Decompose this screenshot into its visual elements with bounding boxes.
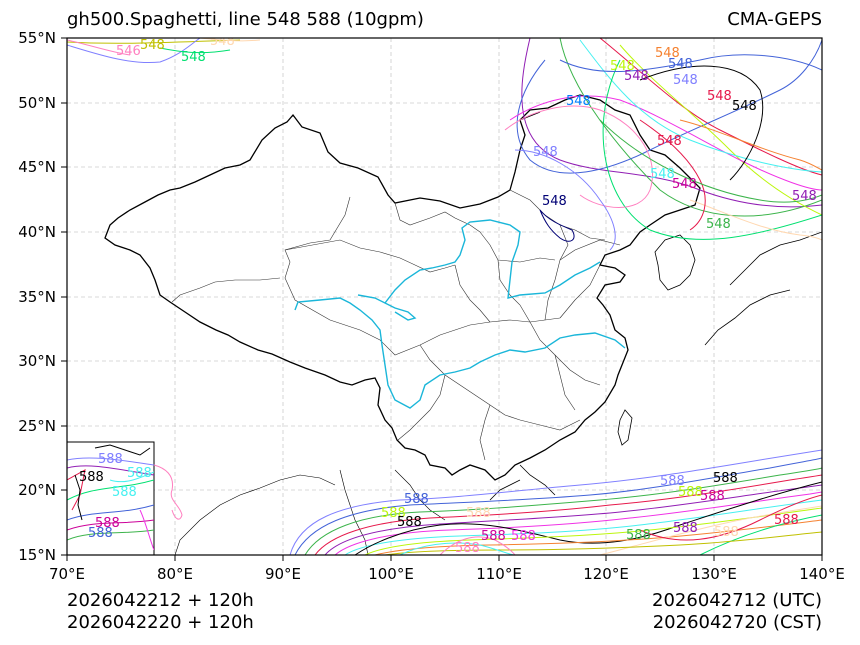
- china-border: [104, 94, 701, 481]
- lon-label: 80°E: [156, 565, 194, 583]
- lat-label: 35°N: [18, 288, 56, 306]
- map-frame: [66, 37, 823, 556]
- contour-label: 588: [511, 529, 536, 544]
- contour-label: 548: [533, 145, 558, 160]
- lat-label: 50°N: [18, 94, 56, 112]
- contour-label: 588: [678, 485, 703, 500]
- neighbor-coastlines: [489, 231, 822, 501]
- contour-label: 588: [98, 452, 123, 467]
- contour-label: 548: [650, 167, 675, 182]
- contour-label: 588: [466, 506, 491, 521]
- contour-label: 588: [481, 529, 506, 544]
- model-name: CMA-GEPS: [727, 9, 822, 30]
- contour-label: 588: [714, 525, 739, 540]
- contour-label: 588: [88, 526, 113, 541]
- graticule: [67, 38, 822, 555]
- contours-548: [67, 38, 822, 251]
- contour-label: 548: [655, 46, 680, 61]
- contour-label: 588: [455, 541, 480, 556]
- contour-label: 548: [140, 38, 165, 53]
- lon-label: 90°E: [264, 565, 302, 583]
- contour-label: 588: [79, 470, 104, 485]
- chart-title: gh500.Spaghetti, line 548 588 (10gpm): [67, 9, 424, 30]
- contour-label: 548: [210, 34, 235, 49]
- rivers: [294, 219, 626, 409]
- contour-label: 588: [381, 506, 406, 521]
- contour-label: 548: [566, 94, 591, 109]
- contour-label: 588: [626, 528, 651, 543]
- lat-label: 45°N: [18, 158, 56, 176]
- contour-label: 548: [181, 50, 206, 65]
- lon-label: 120°E: [583, 565, 629, 583]
- contour-labels: 546 548 548 548 548 548 548 548 548 548 …: [116, 34, 817, 556]
- contour-label: 548: [707, 89, 732, 104]
- contour-label: 548: [610, 59, 635, 74]
- contour-label: 548: [706, 217, 731, 232]
- valid-cst: 2026042720 (CST): [652, 612, 822, 633]
- axis-ticks: [61, 37, 823, 561]
- lat-label: 40°N: [18, 223, 56, 241]
- lat-label: 15°N: [18, 546, 56, 564]
- lat-label: 20°N: [18, 481, 56, 499]
- contour-label: 548: [657, 134, 682, 149]
- lat-label: 55°N: [18, 29, 56, 47]
- contour-label: 588: [673, 521, 698, 536]
- contour-label: 588: [95, 516, 120, 531]
- contour-label: 548: [624, 69, 649, 84]
- contour-label: 548: [542, 194, 567, 209]
- contour-label: 588: [397, 515, 422, 530]
- contour-label: 588: [713, 471, 738, 486]
- contour-label: 548: [673, 73, 698, 88]
- valid-time-block: 2026042712 (UTC) 2026042720 (CST): [652, 590, 822, 634]
- contour-label: 588: [112, 485, 137, 500]
- lon-label: 100°E: [368, 565, 414, 583]
- south-china-sea-inset: 588 588 588 588 588 588: [66, 441, 155, 556]
- contours-588: [289, 449, 822, 555]
- init-utc: 2026042212 + 120h: [67, 590, 254, 611]
- contour-label: 546: [116, 44, 141, 59]
- contour-label: 548: [792, 189, 817, 204]
- contour-label: 588: [700, 489, 725, 504]
- lon-label: 130°E: [691, 565, 737, 583]
- contour-label: 548: [672, 177, 697, 192]
- lat-label: 25°N: [18, 417, 56, 435]
- contour-label: 588: [127, 466, 152, 481]
- contour-label: 588: [774, 513, 799, 528]
- init-time-block: 2026042212 + 120h 2026042220 + 120h: [67, 590, 254, 634]
- lon-label: 70°E: [48, 565, 86, 583]
- lon-label: 110°E: [476, 565, 522, 583]
- lon-label: 140°E: [799, 565, 845, 583]
- lat-label: 30°N: [18, 352, 56, 370]
- contour-label: 588: [404, 492, 429, 507]
- valid-utc: 2026042712 (UTC): [652, 590, 822, 611]
- init-cst: 2026042220 + 120h: [67, 612, 254, 633]
- contour-label: 548: [732, 99, 757, 114]
- contour-label: 548: [668, 57, 693, 72]
- contour-label: 588: [660, 474, 685, 489]
